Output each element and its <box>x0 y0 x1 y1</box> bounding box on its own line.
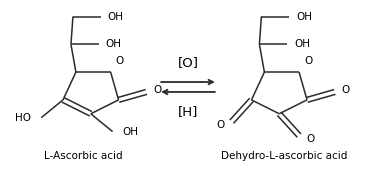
Text: OH: OH <box>106 39 122 49</box>
Text: HO: HO <box>15 113 31 123</box>
Text: OH: OH <box>123 127 138 137</box>
Text: O: O <box>342 85 350 95</box>
Text: O: O <box>304 56 312 66</box>
Text: [H]: [H] <box>178 105 198 118</box>
Text: [O]: [O] <box>177 56 198 69</box>
Text: L-Ascorbic acid: L-Ascorbic acid <box>44 151 122 161</box>
Text: O: O <box>153 85 162 95</box>
Text: OH: OH <box>108 12 124 22</box>
Text: OH: OH <box>294 39 310 49</box>
Text: OH: OH <box>296 12 312 22</box>
Text: O: O <box>216 120 225 130</box>
Text: Dehydro-L-ascorbic acid: Dehydro-L-ascorbic acid <box>221 151 347 161</box>
Text: O: O <box>306 134 314 144</box>
Text: O: O <box>116 56 124 66</box>
